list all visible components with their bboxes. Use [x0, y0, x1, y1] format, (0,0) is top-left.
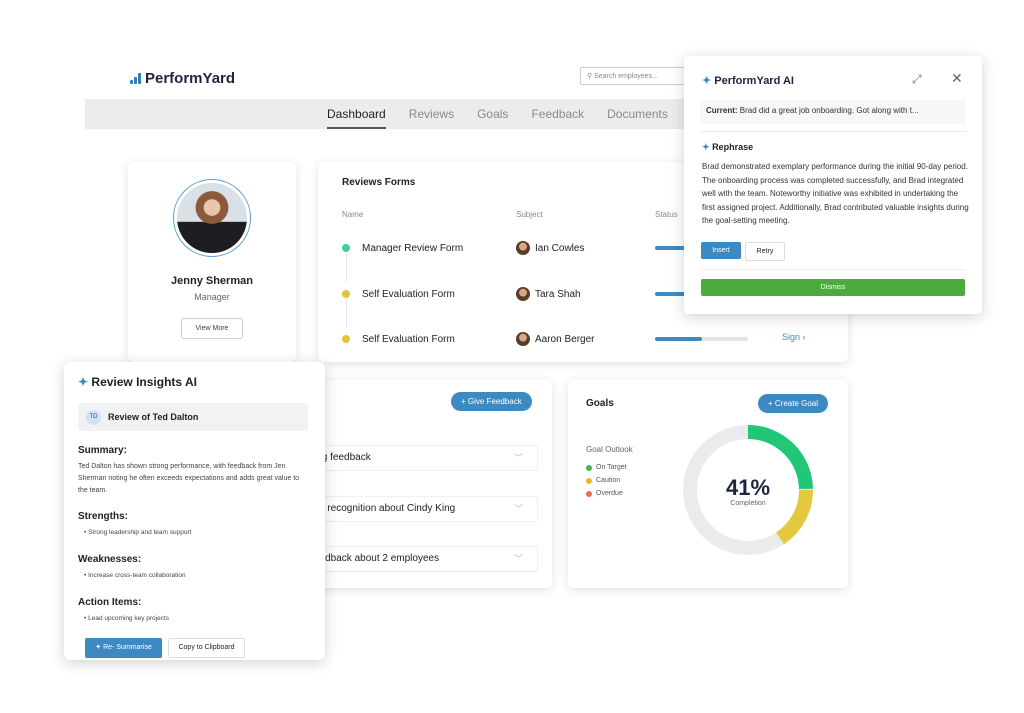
profile-name: Jenny Sherman: [171, 275, 253, 287]
status-dot: [342, 335, 350, 343]
search-input[interactable]: ⚲ Search employees...: [580, 67, 700, 85]
review-insights-panel: ✦ Review Insights AI TD Review of Ted Dal…: [64, 362, 325, 660]
tab-reviews[interactable]: Reviews: [408, 107, 455, 121]
goal-outlook-label: Goal Outlook: [586, 445, 633, 454]
chevron-down-icon: ﹀: [513, 504, 523, 514]
insert-button[interactable]: Insert: [701, 242, 741, 259]
tab-goals[interactable]: Goals: [477, 107, 509, 121]
give-feedback-button[interactable]: + Give Feedback: [451, 392, 532, 411]
avatar: [173, 179, 251, 257]
legend-caution: Caution: [586, 477, 620, 484]
chevron-down-icon: ﹀: [513, 453, 523, 463]
review-row[interactable]: Self Evaluation Form: [342, 332, 455, 346]
rephrase-heading: ✦ Rephrase: [702, 142, 754, 152]
current-text: Current: Brad did a great job onboarding…: [700, 100, 966, 124]
feedback-item[interactable]: ing feedback ﹀: [308, 445, 538, 471]
avatar: [516, 241, 530, 255]
tab-feedback[interactable]: Feedback: [531, 107, 585, 121]
review-row[interactable]: Manager Review Form: [342, 241, 463, 255]
profile-card: Jenny Sherman Manager View More: [128, 162, 296, 362]
feedback-item[interactable]: eedback about 2 employees ﹀: [308, 546, 538, 572]
col-subject: Subject: [516, 210, 543, 219]
logo-bars-icon: [130, 73, 141, 84]
re-summarise-button[interactable]: ✦ Re- Summarise: [85, 638, 162, 658]
legend-overdue: Overdue: [586, 490, 623, 497]
status-dot: [342, 290, 350, 298]
retry-button[interactable]: Retry: [745, 242, 785, 261]
weaknesses-heading: Weaknesses:: [78, 554, 142, 565]
sign-link[interactable]: Sign ›: [782, 332, 806, 342]
legend-on-target: On Target: [586, 464, 627, 471]
goals-title: Goals: [586, 398, 614, 409]
sparkle-icon: ✦: [702, 142, 710, 152]
expand-icon[interactable]: ⤢: [912, 72, 922, 86]
review-subject: Aaron Berger: [516, 332, 594, 346]
weakness-item: • Increase cross-team collaboration: [84, 572, 186, 579]
actions-heading: Action Items:: [78, 597, 142, 608]
donut-segment-on-target: [747, 425, 813, 490]
strength-item: • Strong leadership and team support: [84, 529, 192, 536]
sparkle-icon: ✦: [702, 75, 712, 87]
copy-to-clipboard-button[interactable]: Copy to Clipboard: [168, 638, 245, 658]
status-dot: [342, 244, 350, 252]
review-subject: Tara Shah: [516, 287, 581, 301]
main-nav: Dashboard Reviews Goals Feedback Documen…: [85, 99, 705, 129]
sparkle-icon: ✦: [78, 375, 89, 389]
review-subject: TD Review of Ted Dalton: [78, 403, 308, 431]
close-icon[interactable]: ✕: [951, 70, 963, 86]
reviews-title: Reviews Forms: [342, 177, 416, 188]
avatar: [516, 287, 530, 301]
avatar: TD: [86, 409, 101, 425]
col-name: Name: [342, 210, 364, 219]
action-item: • Lead upcoming key projects: [84, 615, 170, 622]
rephrase-text: Brad demonstrated exemplary performance …: [702, 162, 969, 225]
summary-text: Ted Dalton has shown strong performance,…: [78, 463, 300, 494]
tab-dashboard[interactable]: Dashboard: [327, 99, 386, 129]
feedback-card: + Give Feedback ing feedback ﹀ ve recogni…: [300, 380, 552, 588]
performyard-logo[interactable]: PerformYard: [130, 70, 235, 87]
chevron-down-icon: ﹀: [513, 554, 523, 564]
strengths-heading: Strengths:: [78, 511, 128, 522]
goal-completion-donut: [683, 425, 813, 555]
feedback-item[interactable]: ve recognition about Cindy King ﹀: [308, 496, 538, 522]
tab-documents[interactable]: Documents: [607, 107, 668, 121]
summary-heading: Summary:: [78, 445, 127, 456]
completion-value: 41%: [725, 475, 771, 500]
review-subject: Ian Cowles: [516, 241, 584, 255]
review-row[interactable]: Self Evaluation Form: [342, 287, 455, 301]
donut-segment-caution: [775, 489, 813, 545]
completion-label: Completion: [730, 500, 766, 507]
performyard-ai-popup: ✦ PerformYard AI ⤢ ✕ Current: Brad did a…: [684, 56, 982, 314]
col-status: Status: [655, 210, 678, 219]
progress-bar: [655, 337, 748, 341]
view-more-button[interactable]: View More: [180, 318, 244, 339]
dismiss-button[interactable]: Dismiss: [701, 279, 965, 296]
profile-role: Manager: [194, 292, 230, 302]
avatar: [516, 332, 530, 346]
goals-card: Goals + Create Goal Goal Outlook On Targ…: [568, 380, 848, 588]
create-goal-button[interactable]: + Create Goal: [758, 394, 829, 413]
